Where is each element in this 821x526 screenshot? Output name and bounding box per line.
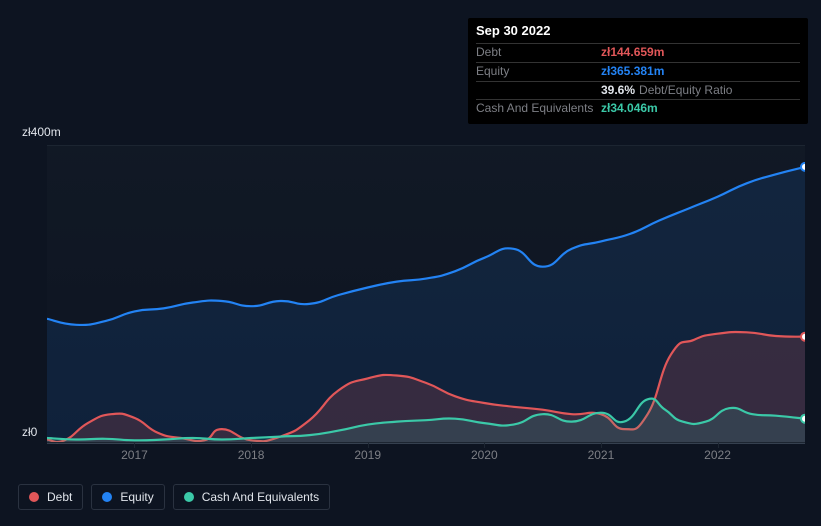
series-endcap-debt	[801, 333, 805, 341]
chart-plot-area[interactable]	[47, 145, 805, 443]
legend-label: Cash And Equivalents	[202, 490, 319, 504]
x-axis-label: 2020	[471, 448, 498, 462]
chart-legend: Debt Equity Cash And Equivalents	[18, 484, 330, 510]
tooltip-row-value: zł144.659m	[601, 46, 664, 60]
tooltip-row-label	[476, 84, 601, 98]
chart-tooltip: Sep 30 2022 Debtzł144.659mEquityzł365.38…	[468, 18, 808, 124]
legend-label: Debt	[47, 490, 72, 504]
tooltip-row: Debtzł144.659m	[476, 43, 800, 62]
debt-equity-chart-panel: Sep 30 2022 Debtzł144.659mEquityzł365.38…	[0, 0, 821, 526]
x-axis-label: 2018	[238, 448, 265, 462]
y-axis-label-zero: zł0	[22, 425, 37, 439]
series-endcap-cash-and-equivalents	[801, 415, 805, 423]
y-axis-label-max: zł400m	[22, 125, 61, 139]
legend-swatch	[184, 492, 194, 502]
x-axis-label: 2022	[704, 448, 731, 462]
legend-swatch	[29, 492, 39, 502]
x-axis-label: 2021	[588, 448, 615, 462]
legend-item-equity[interactable]: Equity	[91, 484, 164, 510]
tooltip-row-sublabel: Debt/Equity Ratio	[639, 83, 732, 97]
tooltip-row: 39.6%Debt/Equity Ratio	[476, 81, 800, 100]
x-axis-label: 2019	[354, 448, 381, 462]
legend-item-debt[interactable]: Debt	[18, 484, 83, 510]
tooltip-date: Sep 30 2022	[476, 24, 800, 43]
x-axis-baseline	[47, 442, 805, 443]
chart-svg	[47, 146, 805, 444]
tooltip-row: Cash And Equivalentszł34.046m	[476, 99, 800, 118]
x-axis-label: 2017	[121, 448, 148, 462]
tooltip-row: Equityzł365.381m	[476, 62, 800, 81]
tooltip-row-value: 39.6%Debt/Equity Ratio	[601, 84, 732, 98]
x-axis-labels: 2017 2018 2019 2020 2021 2022	[47, 448, 805, 464]
legend-swatch	[102, 492, 112, 502]
series-endcap-equity	[801, 163, 805, 171]
tooltip-row-label: Cash And Equivalents	[476, 102, 601, 116]
tooltip-row-value: zł365.381m	[601, 65, 664, 79]
tooltip-row-label: Equity	[476, 65, 601, 79]
tooltip-row-value: zł34.046m	[601, 102, 658, 116]
legend-item-cash-and-equivalents[interactable]: Cash And Equivalents	[173, 484, 330, 510]
tooltip-row-label: Debt	[476, 46, 601, 60]
legend-label: Equity	[120, 490, 153, 504]
